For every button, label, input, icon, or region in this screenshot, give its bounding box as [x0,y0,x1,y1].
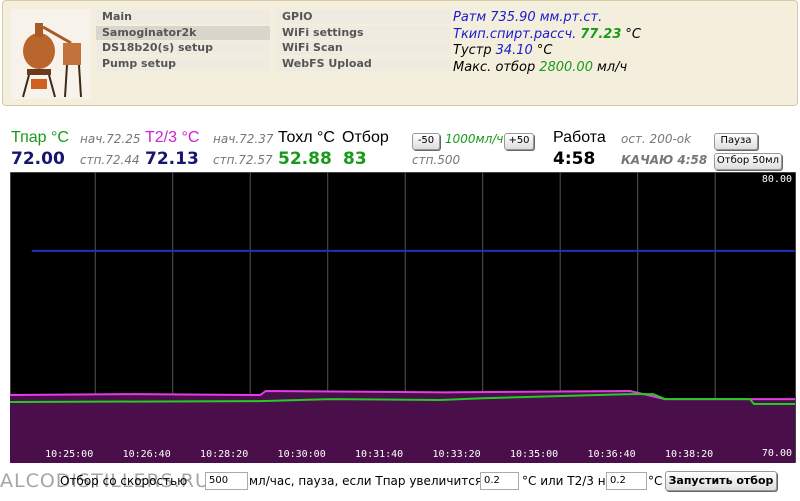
start-button[interactable]: Запустить отбор [665,471,777,491]
reading-label: Ратм [453,10,487,25]
t23-value: 72.13 [145,149,199,169]
work-time: 4:58 [553,149,596,169]
select[interactable]: 0.2 [480,472,519,490]
footer-text: °C или T2/3 на [522,474,613,488]
take-button[interactable]: Отбор 50мл [714,153,782,170]
x-tick-label: 10:33:20 [433,449,481,460]
rate-input[interactable]: 500 [205,472,248,490]
area [10,390,795,463]
otbor-value: 83 [343,149,367,169]
reading-value: 2800.00 [539,59,593,75]
reading-value: 735.90 [490,10,536,25]
line [10,393,795,405]
reading-unit: °C [536,43,553,58]
tohl-value: 52.88 [278,149,332,169]
menu-item[interactable]: Pump setup [96,56,270,71]
menu-item[interactable]: DS18b20(s) setup [96,41,270,55]
x-tick-label: 10:35:00 [510,449,558,460]
menu-item[interactable]: WiFi settings [276,25,450,40]
reading-label: Макс. отбор [453,59,536,75]
remaining: ост. 200-ok [621,132,692,146]
reading-label: Ткип.спирт.рассч. [453,26,577,42]
state: КАЧАЮ 4:58 [621,153,708,167]
menu-item[interactable]: WebFS Upload [276,56,450,71]
x-tick-label: 10:30:00 [278,449,326,460]
footer-text: мл/час, пауза, если Тпар увеличится на [249,474,502,488]
work-label: Работа [553,129,606,146]
watermark: ALCODISTILLERS.RU [0,470,210,492]
menu-item[interactable]: GPIO [276,10,450,24]
x-tick-label: 10:31:40 [355,449,403,460]
x-tick-label: 10:26:40 [123,449,171,460]
t-par-label: Тпар °C [11,129,69,146]
t-par-set: стп.72.44 [80,153,140,167]
rate: 1000мл/ч [445,132,504,146]
logo-image [11,9,91,99]
rate-set: стп.500 [412,153,461,167]
t23-set: стп.72.57 [213,153,273,167]
reading-value: 77.23 [580,26,622,42]
reading-unit: мм.рт.ст. [539,10,603,25]
x-tick-label: 10:36:40 [588,449,636,460]
x-tick-label: 10:38:20 [665,449,713,460]
menu-item[interactable]: Main [96,10,270,24]
menu-item[interactable]: Samoginator2k [96,25,270,40]
t-par-start: нач.72.25 [80,132,141,146]
otbor-label: Отбор [342,129,389,146]
x-tick-label: 10:25:00 [45,449,93,460]
t-par-value: 72.00 [11,149,65,169]
reading-unit: °C [625,26,641,42]
t23-label: T2/3 °C [145,129,200,146]
x-tick-label: 10:28:20 [200,449,248,460]
reading-label: Тустр [453,43,492,58]
footer-text: °C [648,474,663,488]
y-tick-label: 80.00 [762,174,792,185]
reading-unit: мл/ч [596,59,628,75]
select[interactable]: 0.2 [606,472,647,490]
y-tick-label: 70.00 [762,448,792,459]
chart: 10:25:00 10:26:40 10:28:20 10:30:00 10:31:40… [10,172,796,463]
pause-button[interactable]: Пауза [714,133,758,150]
tohl-label: Тохл °C [278,129,335,146]
minus-button[interactable]: -50 [412,133,440,150]
menu-item[interactable]: WiFi Scan [276,41,450,55]
line [10,389,795,401]
reading-value: 34.10 [495,43,533,58]
t23-start: нач.72.37 [213,132,274,146]
plus-button[interactable]: +50 [504,133,534,150]
footer-text: Отбор со скоростью [60,474,188,488]
